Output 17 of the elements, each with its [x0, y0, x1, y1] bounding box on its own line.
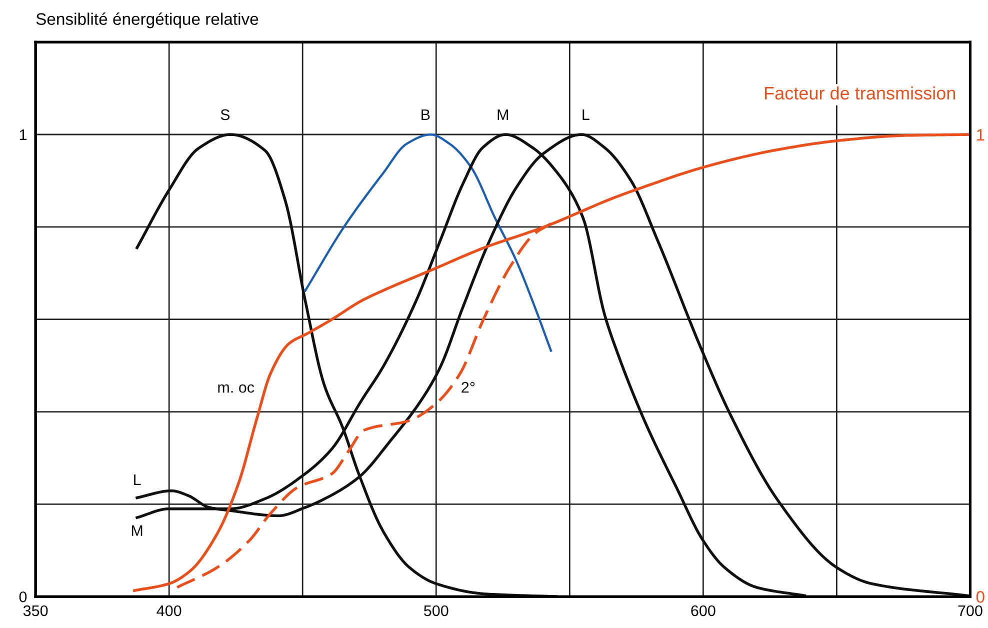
x-tick-label: 700	[958, 605, 982, 616]
annotation: B	[422, 109, 430, 120]
annotation: S	[220, 109, 230, 120]
annotation: M	[498, 109, 508, 120]
x-tick-label: 500	[424, 605, 448, 616]
x-tick-label: 600	[691, 605, 716, 616]
y-axis-title: Sensiblité énergétique relative	[36, 12, 258, 28]
annotation: L	[582, 109, 590, 120]
y2-tick-label: 0	[976, 591, 984, 603]
x-tick-label: 350	[23, 605, 48, 616]
annotation: M	[132, 525, 142, 536]
y2-tick-label: 1	[977, 129, 984, 141]
annotation: L	[134, 474, 141, 486]
annotation: m. oc	[218, 384, 254, 393]
y2-axis-title: Facteur de transmission	[765, 86, 956, 100]
x-tick-label: 400	[156, 605, 182, 616]
annotation: 2°	[462, 382, 475, 393]
